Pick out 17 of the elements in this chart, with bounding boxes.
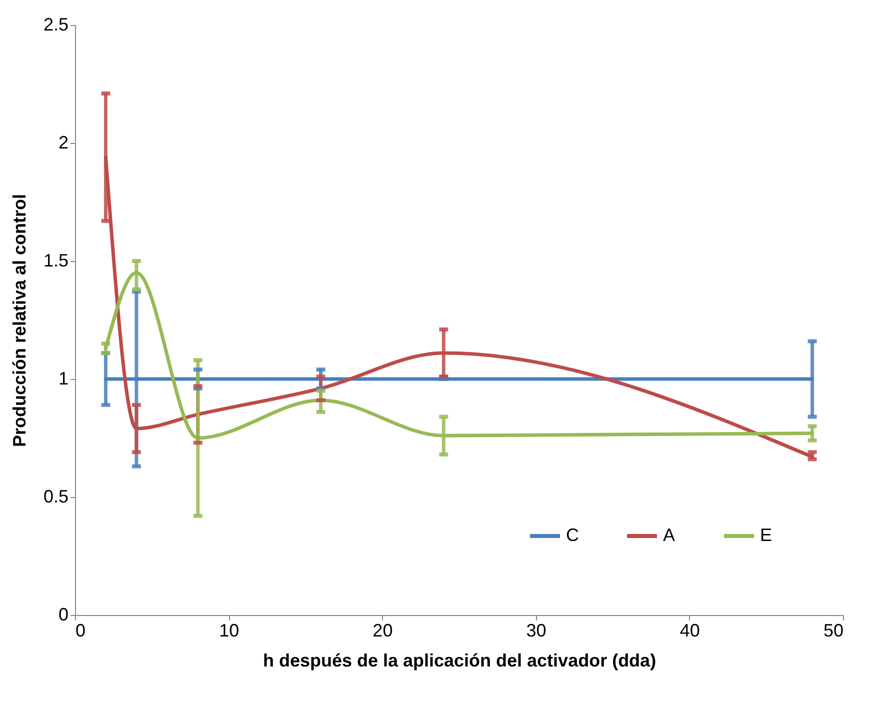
y-tick-label: 1 [58,368,68,388]
x-tick-label: 10 [219,620,240,640]
legend-label: A [663,525,676,545]
y-tick-label: 1.5 [43,250,68,270]
y-axis-title: Producción relativa al control [9,194,30,448]
legend-label: C [566,525,579,545]
x-tick-label: 40 [680,620,700,640]
x-tick-label: 30 [526,620,546,640]
legend-label: E [760,525,772,545]
x-tick-label: 0 [76,620,86,640]
x-tick-label: 50 [823,620,844,640]
y-tick-label: 0.5 [43,486,68,506]
y-tick-label: 2 [58,132,68,152]
y-tick-label: 0 [58,604,68,624]
x-tick-label: 20 [372,620,393,640]
x-axis-title: h después de la aplicación del activador (dda) [262,650,656,670]
y-tick-label: 2.5 [43,14,68,34]
